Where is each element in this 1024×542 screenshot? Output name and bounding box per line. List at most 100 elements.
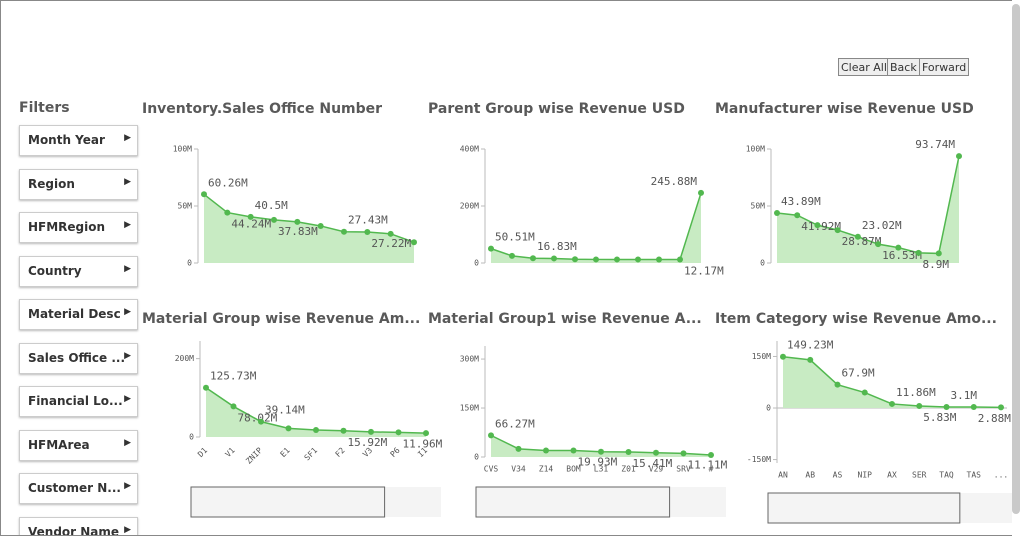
- point: [271, 216, 277, 223]
- arrow-icon: ▶: [124, 220, 131, 230]
- point: [916, 403, 923, 410]
- point: [780, 353, 786, 360]
- y-tick-label: 0: [766, 404, 771, 413]
- chart: Parent Group wise Revenue USD 0 200M 400M 50…: [428, 101, 724, 278]
- mini-chart: [191, 487, 441, 517]
- filter-button[interactable]: HFMArea ▶: [19, 429, 138, 461]
- clear-all-button[interactable]: Clear All: [838, 58, 890, 76]
- area: [206, 387, 426, 437]
- chart: Material Group wise Revenue Am... 0 200M 12…: [142, 311, 443, 518]
- filter-button[interactable]: Month Year ▶: [19, 125, 138, 156]
- filter-button[interactable]: Material Desc ▶: [19, 299, 138, 330]
- filters-title: Filters: [19, 100, 70, 116]
- x-tick-label: AN: [778, 471, 788, 480]
- point: [895, 244, 902, 251]
- point: [285, 425, 292, 432]
- point: [614, 256, 620, 263]
- arrow-icon: ▶: [124, 307, 131, 317]
- point: [593, 256, 599, 263]
- back-button[interactable]: Back: [887, 58, 920, 76]
- x-tick-label: NIP: [858, 471, 873, 480]
- data-label: 15.41M: [633, 457, 673, 470]
- x-tick-label: D1: [196, 446, 209, 459]
- point: [203, 384, 209, 391]
- chart-title: Material Group wise Revenue Am...: [142, 311, 420, 327]
- data-label: 8.9M: [923, 258, 950, 271]
- point: [488, 245, 494, 252]
- filter-button[interactable]: Region ▶: [19, 168, 138, 200]
- point: [943, 403, 950, 410]
- filter-button[interactable]: Vendor Name ▶: [19, 516, 138, 535]
- line: [776, 155, 960, 255]
- y-tick-label: 300M: [460, 355, 479, 364]
- filter-button[interactable]: HFMRegion ▶: [19, 212, 138, 243]
- x-tick-label: Z14: [539, 465, 554, 474]
- data-label: 67.9M: [842, 367, 875, 380]
- data-label: 66.27M: [495, 417, 535, 430]
- filter-button[interactable]: Sales Office ... ▶: [19, 342, 138, 374]
- arrow-icon: ▶: [124, 394, 131, 404]
- point: [807, 356, 814, 363]
- point: [956, 153, 962, 160]
- point: [317, 222, 324, 229]
- point: [935, 250, 942, 257]
- line: [203, 193, 415, 243]
- filter-button[interactable]: Financial Lo... ▶: [19, 386, 138, 417]
- point: [698, 189, 704, 196]
- point: [572, 256, 578, 263]
- point: [201, 191, 207, 198]
- y-tick-label: 100M: [173, 145, 192, 154]
- filter-button[interactable]: Country ▶: [19, 255, 138, 287]
- point: [423, 430, 429, 437]
- x-tick-label: CVS: [484, 465, 499, 474]
- area: [777, 156, 959, 263]
- y-tick-label: 150M: [752, 352, 771, 361]
- mini-chart: [476, 487, 726, 517]
- forward-button[interactable]: Forward: [919, 58, 970, 76]
- point: [543, 447, 549, 454]
- point: [368, 428, 374, 435]
- data-label: 125.73M: [210, 370, 257, 383]
- point: [224, 209, 231, 216]
- scrollbar[interactable]: [1012, 4, 1020, 514]
- data-label: 245.88M: [651, 175, 698, 188]
- x-tick-label: AX: [887, 471, 897, 480]
- data-label: 39.14M: [265, 404, 305, 417]
- data-label: 16.83M: [537, 240, 577, 253]
- x-tick-label: TAS: [967, 471, 982, 480]
- point: [794, 212, 801, 219]
- point: [680, 450, 687, 457]
- y-tick-label: 200M: [460, 202, 479, 211]
- y-tick-label: 50M: [178, 202, 193, 211]
- point: [341, 228, 347, 235]
- point: [677, 256, 683, 263]
- x-tick-label: #: [709, 465, 714, 474]
- data-label: 5.83M: [923, 411, 956, 424]
- point: [570, 447, 577, 454]
- point: [530, 255, 536, 262]
- mini-selection: [190, 486, 386, 518]
- arrow-icon: ▶: [124, 437, 131, 448]
- point: [656, 256, 662, 263]
- mini-selection: [767, 492, 961, 524]
- x-tick-label: ZNIP: [244, 446, 264, 466]
- x-tick-label: V34: [511, 465, 526, 474]
- point: [708, 452, 714, 459]
- point: [889, 400, 895, 407]
- data-label: 19.93M: [578, 455, 618, 468]
- line: [490, 192, 702, 261]
- charts: Inventory.Sales Office Number 0 50M 100M 60.…: [142, 101, 1012, 524]
- chart-title: Manufacturer wise Revenue USD: [715, 101, 974, 117]
- filter-button[interactable]: Customer N... ▶: [19, 473, 138, 504]
- point: [230, 403, 237, 410]
- point: [834, 381, 841, 388]
- data-label: 149.23M: [787, 339, 834, 352]
- point: [970, 404, 977, 411]
- point: [915, 249, 922, 256]
- chart: Inventory.Sales Office Number 0 50M 100M 60.…: [142, 101, 417, 268]
- y-tick-label: 0: [189, 433, 194, 442]
- data-label: 15.92M: [348, 436, 388, 449]
- point: [598, 448, 604, 455]
- point: [340, 427, 347, 434]
